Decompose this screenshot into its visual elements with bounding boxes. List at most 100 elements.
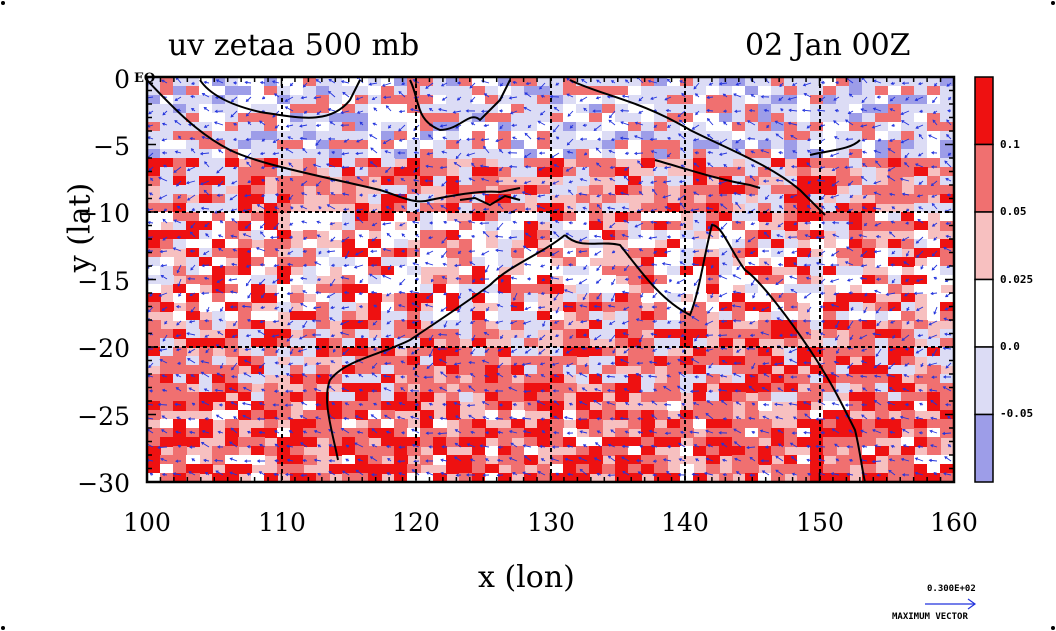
wind-arrow (901, 120, 910, 126)
vorticity-cell (680, 257, 694, 267)
vorticity-cell (485, 95, 499, 105)
vorticity-cell (771, 275, 785, 285)
vorticity-cell (706, 194, 720, 204)
vorticity-cell (563, 95, 577, 105)
wind-arrowhead (190, 374, 194, 378)
wind-arrowhead (188, 387, 192, 391)
vorticity-cell (693, 212, 707, 222)
vorticity-cell (823, 104, 837, 114)
vorticity-cell (225, 464, 239, 474)
vorticity-cell (914, 473, 928, 482)
wind-arrow (568, 189, 574, 196)
vorticity-cell (511, 365, 525, 375)
wind-arrowhead (468, 249, 472, 253)
wind-arrowhead (246, 318, 251, 323)
wind-arrow (831, 250, 840, 257)
wind-arrow (567, 110, 574, 117)
wind-arrow (176, 387, 182, 392)
wind-arrowhead (778, 205, 783, 209)
wind-arrow (369, 134, 378, 140)
vorticity-cell (836, 131, 850, 141)
wind-arrowhead (761, 249, 765, 253)
wind-arrow (917, 219, 924, 224)
wind-arrow (566, 278, 574, 281)
vorticity-cell (238, 95, 252, 105)
vorticity-cell (225, 140, 239, 150)
vorticity-cell (784, 221, 798, 231)
wind-arrow (580, 178, 588, 182)
wind-arrowhead (607, 304, 612, 308)
wind-arrowhead (387, 266, 391, 271)
vorticity-cell (641, 437, 655, 447)
wind-arrowhead (245, 113, 249, 117)
wind-arrowhead (806, 204, 811, 209)
wind-arrowhead (271, 80, 276, 84)
vorticity-cell (381, 275, 395, 285)
wind-arrow (623, 175, 630, 182)
vorticity-cell (563, 464, 577, 474)
vorticity-cell (589, 185, 603, 195)
wind-arrowhead (723, 121, 727, 125)
vorticity-cell (277, 257, 291, 267)
wind-arrowhead (920, 266, 924, 270)
wind-arrow (845, 261, 854, 266)
vorticity-cell (472, 464, 486, 474)
vorticity-cell (511, 275, 525, 285)
vorticity-cell (589, 356, 603, 366)
vorticity-cell (277, 167, 291, 177)
wind-arrow (663, 194, 672, 198)
wind-arrowhead (318, 251, 322, 255)
vorticity-cell (797, 176, 811, 186)
wind-arrowhead (667, 334, 671, 338)
vorticity-cell (927, 347, 941, 357)
wind-arrowhead (526, 277, 531, 281)
wind-arrow (873, 107, 882, 112)
vorticity-cell (303, 383, 317, 393)
wind-arrowhead (453, 219, 458, 223)
wind-arrowhead (721, 262, 726, 266)
vorticity-cell (407, 311, 421, 321)
wind-arrow (816, 236, 826, 239)
wind-arrowhead (566, 150, 571, 154)
vorticity-cell (537, 167, 551, 177)
wind-arrowhead (275, 350, 279, 354)
vorticity-cell (407, 338, 421, 348)
vorticity-cell (277, 185, 291, 195)
vorticity-cell (927, 374, 941, 384)
vorticity-cell (563, 437, 577, 447)
vorticity-cell (199, 428, 213, 438)
wind-arrowhead (735, 140, 739, 144)
wind-arrowhead (385, 334, 389, 338)
vorticity-cell (862, 176, 876, 186)
wind-arrow (564, 305, 574, 308)
wind-arrowhead (191, 207, 195, 211)
vorticity-cell (576, 473, 590, 482)
vorticity-cell (784, 374, 798, 384)
vorticity-cell (329, 284, 343, 294)
wind-arrow (720, 203, 728, 210)
vorticity-cell (433, 257, 447, 267)
wind-arrowhead (820, 81, 825, 85)
wind-arrow (246, 278, 252, 286)
wind-arrow (203, 250, 210, 255)
wind-arrowhead (680, 334, 684, 338)
vorticity-cell (303, 77, 317, 87)
vorticity-cell (823, 248, 837, 258)
vorticity-cell (485, 284, 499, 294)
vorticity-cell (173, 356, 187, 366)
wind-arrow (789, 276, 798, 280)
wind-arrowhead (508, 96, 512, 100)
wind-arrowhead (915, 318, 920, 323)
wind-arrowhead (539, 362, 544, 366)
vorticity-cell (706, 401, 720, 411)
wind-arrowhead (499, 168, 503, 172)
wind-arrowhead (749, 251, 754, 255)
wind-arrow (707, 96, 714, 99)
wind-arrowhead (679, 80, 683, 84)
vorticity-cell (186, 176, 200, 186)
wind-arrowhead (272, 319, 276, 324)
wind-arrow (523, 320, 532, 325)
vorticity-cell (758, 230, 772, 240)
wind-arrowhead (538, 167, 542, 171)
wind-arrowhead (343, 222, 347, 226)
